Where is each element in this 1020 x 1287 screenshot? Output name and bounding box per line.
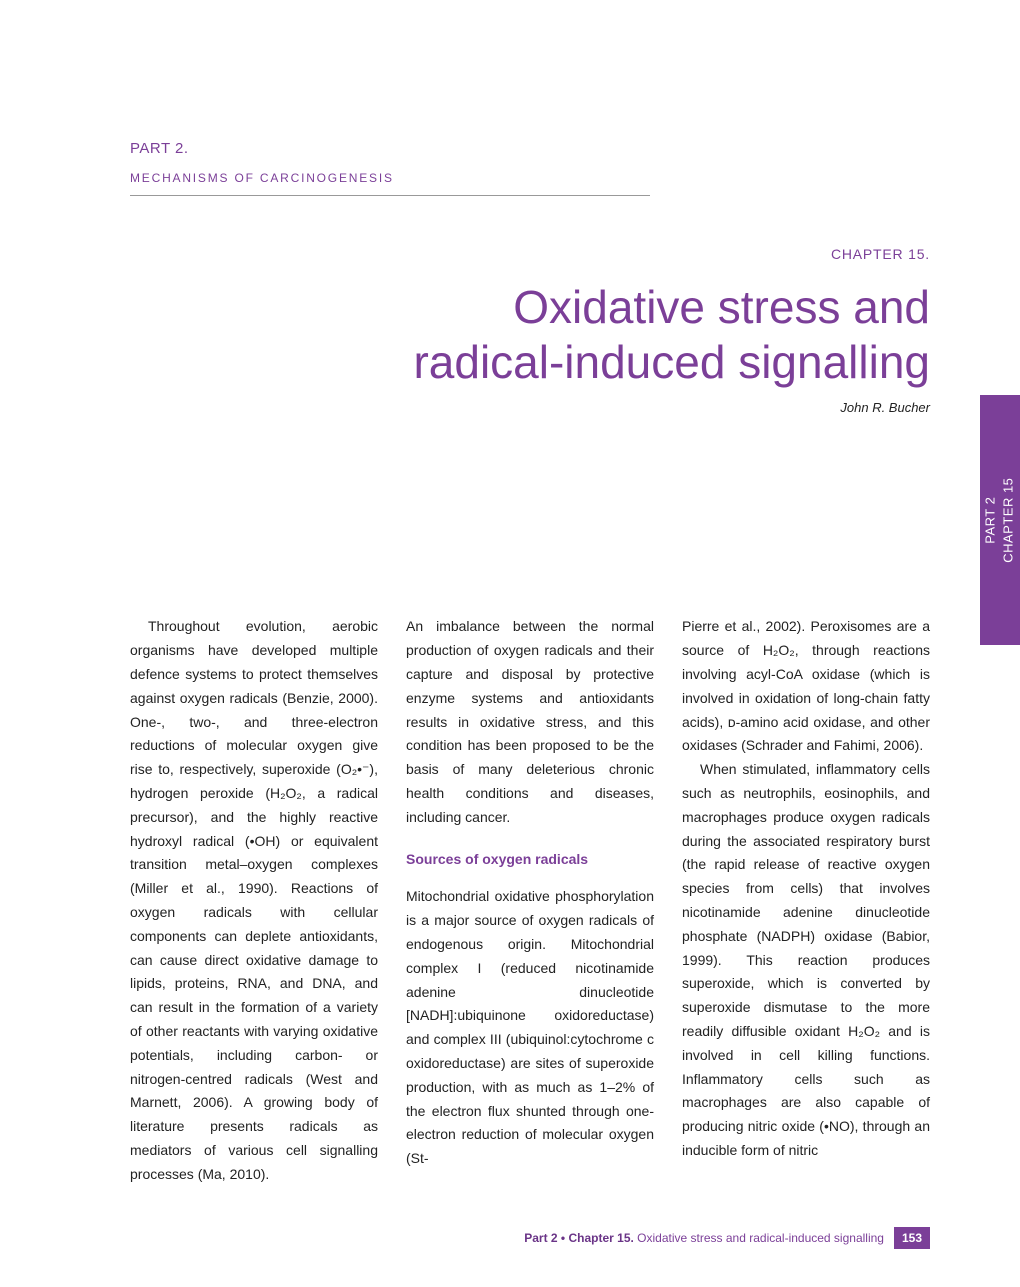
footer-title: Oxidative stress and radical-induced sig…	[637, 1231, 884, 1245]
body-columns: Throughout evolution, aerobic organisms …	[130, 615, 930, 1186]
title-line-1: Oxidative stress and	[513, 281, 930, 333]
part-label: PART 2.	[130, 140, 930, 157]
col2-para2: Mitochondrial oxidative phosphorylation …	[406, 885, 654, 1171]
col3-para1: Pierre et al., 2002). Peroxisomes are a …	[682, 615, 930, 758]
column-2: An imbalance between the normal producti…	[406, 615, 654, 1186]
col1-para1: Throughout evolution, aerobic organisms …	[130, 615, 378, 1186]
col3-para2: When stimulated, inflammatory cells such…	[682, 758, 930, 1163]
column-3: Pierre et al., 2002). Peroxisomes are a …	[682, 615, 930, 1186]
footer-part: Part 2 • Chapter 15.	[524, 1231, 634, 1245]
col2-para1: An imbalance between the normal producti…	[406, 615, 654, 829]
divider	[130, 195, 650, 196]
side-tab-text: PART 2 CHAPTER 15	[982, 477, 1018, 562]
chapter-title: Oxidative stress and radical-induced sig…	[130, 280, 930, 390]
page-footer: Part 2 • Chapter 15. Oxidative stress an…	[524, 1227, 930, 1249]
column-1: Throughout evolution, aerobic organisms …	[130, 615, 378, 1186]
side-tab: PART 2 CHAPTER 15	[980, 395, 1020, 645]
section-heading: Sources of oxygen radicals	[406, 848, 654, 872]
footer-text: Part 2 • Chapter 15. Oxidative stress an…	[524, 1231, 884, 1245]
side-tab-chapter: CHAPTER 15	[1001, 477, 1016, 562]
chapter-label: CHAPTER 15.	[130, 246, 930, 262]
author: John R. Bucher	[130, 400, 930, 415]
page-number: 153	[894, 1227, 930, 1249]
part-subtitle: MECHANISMS OF CARCINOGENESIS	[130, 171, 930, 185]
title-line-2: radical-induced signalling	[413, 336, 930, 388]
side-tab-part: PART 2	[983, 496, 998, 543]
